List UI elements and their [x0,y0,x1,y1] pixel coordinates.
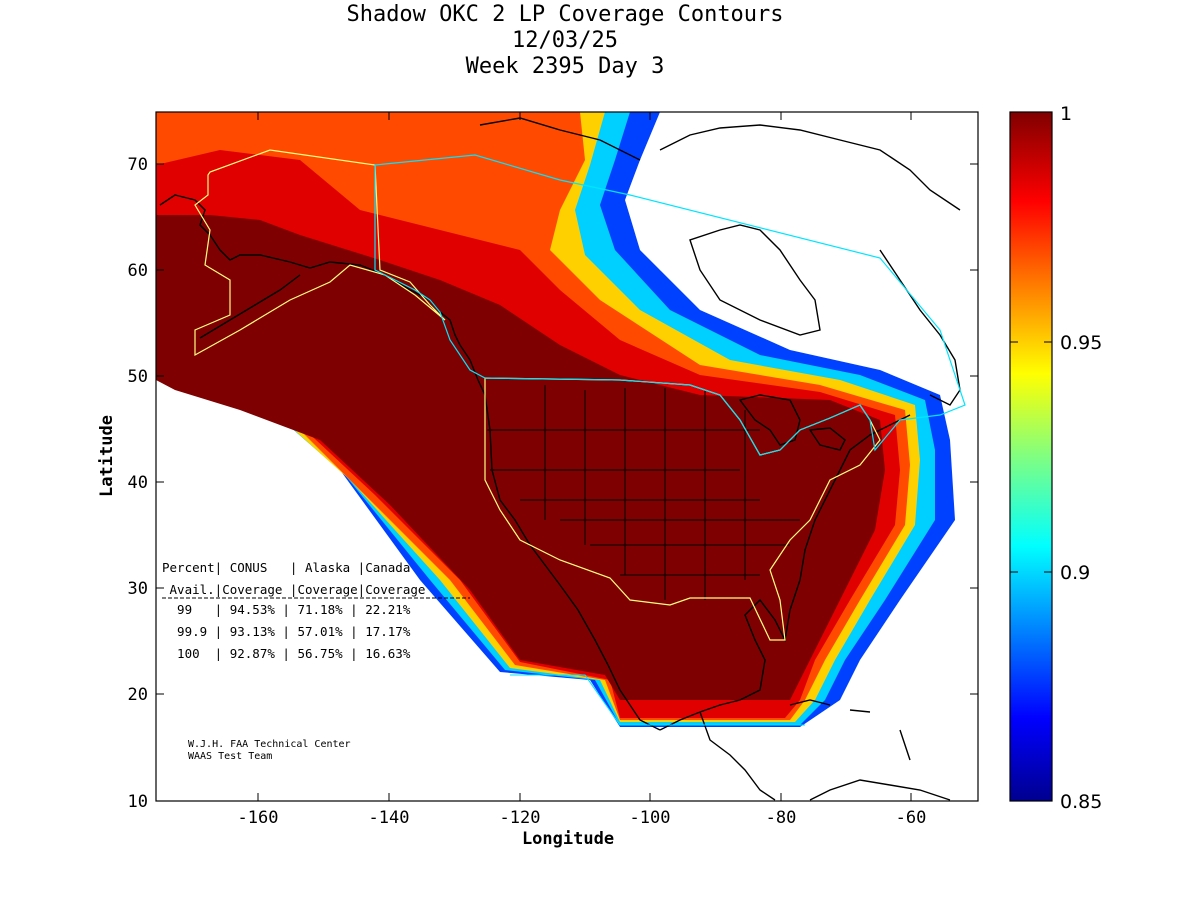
coastline-central-america [699,711,776,801]
stats-table-header: Percent| CONUS | Alaska |Canada [162,560,410,575]
y-axis-label: Latitude [97,415,117,497]
y-tick-label: 50 [128,367,148,387]
y-tick-label: 70 [128,155,148,175]
x-tick-label: -160 [238,808,279,828]
axis-ticks [156,112,978,801]
state-lines-vertical [544,385,746,600]
x-tick-label: -140 [369,808,410,828]
coastline-arctic-islands [479,117,961,211]
x-tick-label: -80 [766,808,797,828]
stats-table-subheader: Avail.|Coverage |Coverage|Coverage [162,582,425,597]
coastline-great-lakes [738,394,846,451]
coastline-south-america [809,779,951,801]
coastline-alaska-peninsula [199,274,301,339]
no-coverage-region [635,112,978,400]
y-tick-label: 60 [128,261,148,281]
coastlines [159,117,961,801]
plot-frame [155,111,979,802]
stats-table-row: 99.9 | 93.13% | 57.01% | 17.17% [162,624,411,639]
y-tick-label: 30 [128,579,148,599]
colorbar [1009,111,1053,802]
stats-table-row: 99 | 94.53% | 71.18% | 22.21% [162,602,411,617]
colorbar-tick-label: 0.9 [1060,562,1090,584]
x-tick-label: -120 [500,808,541,828]
alaska-boundary [194,149,446,357]
x-tick-label: -100 [630,808,671,828]
state-lines-horizontal [487,429,800,576]
colorbar-ticks [1010,341,1052,573]
y-tick-label: 40 [128,473,148,493]
domain-south-edge [510,674,805,726]
stats-table-row: 100 | 92.87% | 56.75% | 16.63% [162,646,411,661]
us-state-borders [487,385,800,600]
canada-boundary [374,154,966,456]
y-tick-label: 10 [128,792,148,812]
y-tick-label: 20 [128,685,148,705]
coastline-hudson-bay [689,224,821,336]
coastline-caribbean [789,699,911,761]
contour-full-coverage [156,215,885,700]
chart-date: 12/03/25 [512,28,618,53]
coastline-gulf [659,414,911,731]
chart-title: Shadow OKC 2 LP Coverage Contours [346,2,784,27]
x-axis-label: Longitude [522,829,614,849]
chart-week-day: Week 2395 Day 3 [465,54,665,79]
coastline-labrador [879,249,961,406]
colorbar-tick-label: 0.95 [1060,332,1102,354]
x-tick-label: -60 [896,808,927,828]
colorbar-tick-label: 1 [1060,103,1072,125]
credit-line: W.J.H. FAA Technical Center [188,739,351,750]
credit-line: WAAS Test Team [188,751,272,762]
colorbar-tick-label: 0.85 [1060,791,1102,813]
